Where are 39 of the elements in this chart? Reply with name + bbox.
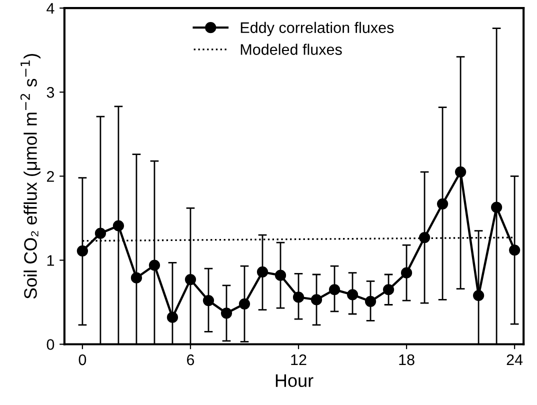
y-tick-label: 2	[46, 171, 54, 182]
x-tick-label: 6	[187, 354, 194, 366]
x-tick-label: 24	[506, 354, 523, 366]
point	[166, 312, 178, 323]
y-tick-label: 1	[47, 255, 54, 266]
x-axis-title: Hour	[276, 374, 314, 388]
point	[220, 308, 232, 319]
point	[76, 245, 88, 257]
x-tick-label: 12	[291, 354, 306, 366]
point	[292, 292, 304, 303]
y-tick-label: 3	[46, 87, 54, 98]
point	[473, 290, 484, 302]
point	[130, 272, 142, 284]
point	[148, 260, 160, 271]
point	[202, 294, 214, 306]
legend-label: Modeled fluxes	[240, 44, 342, 55]
legend-label: Eddy correlation fluxes	[240, 22, 394, 36]
point	[455, 166, 466, 178]
point	[436, 198, 448, 210]
point	[310, 294, 322, 306]
point	[509, 244, 520, 256]
point	[382, 284, 394, 296]
x-tick-label: 0	[78, 354, 86, 366]
point	[238, 298, 250, 310]
point	[346, 289, 358, 300]
y-tick-label: 4	[46, 3, 54, 14]
point	[274, 270, 286, 281]
point	[400, 267, 412, 278]
y-tick-label: 0	[46, 339, 54, 350]
point	[94, 228, 106, 239]
point	[112, 220, 124, 232]
point	[418, 232, 430, 244]
point	[364, 296, 376, 307]
y-axis-title: Soil CO₂ efflux (μmol m$^{−2}$ s$^{−1}$)	[20, 54, 40, 299]
point	[184, 274, 196, 286]
point	[328, 284, 340, 296]
point	[491, 202, 502, 213]
point	[256, 266, 268, 278]
x-tick-label: 18	[399, 354, 414, 366]
